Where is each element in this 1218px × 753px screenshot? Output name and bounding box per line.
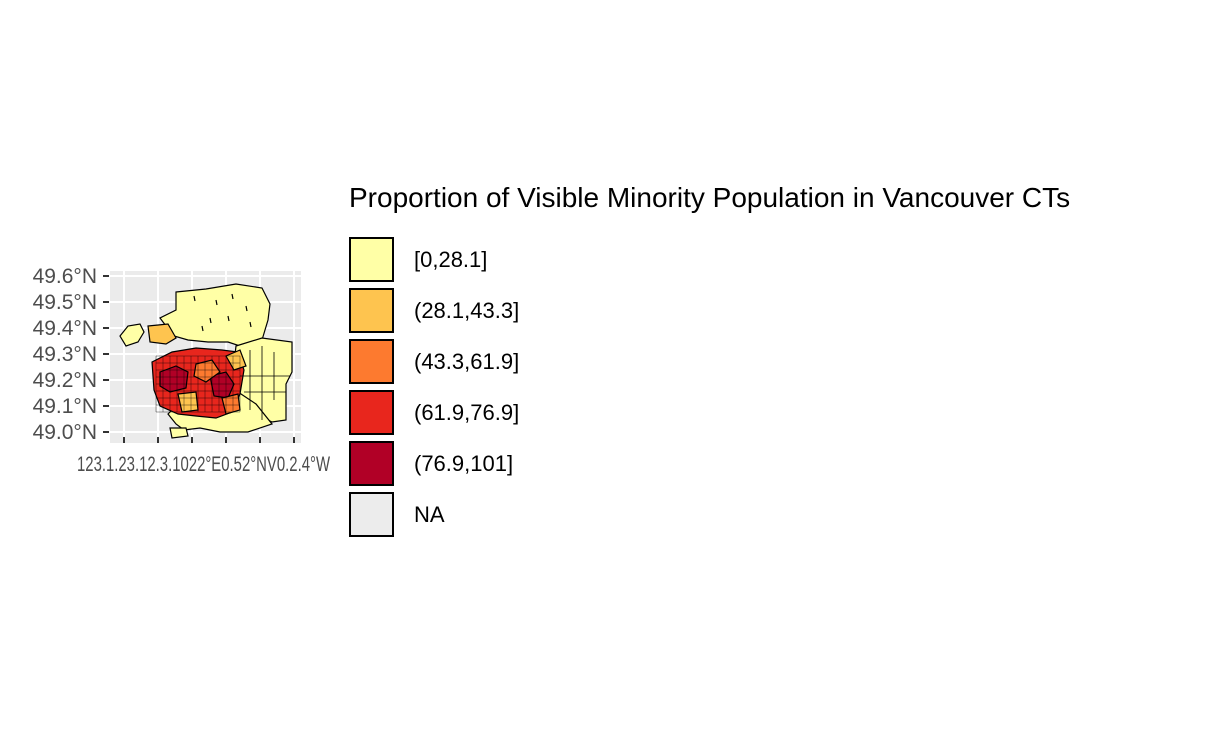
- census-tract-polygon: [169, 427, 189, 439]
- lake-mark: [193, 295, 196, 302]
- census-tract-polygon: [119, 323, 145, 347]
- legend-item: (43.3,61.9]: [349, 336, 1070, 387]
- lake-mark: [249, 321, 252, 328]
- legend-item: (28.1,43.3]: [349, 285, 1070, 336]
- x-axis-tick-labels: 123.1.23.12.3.1022°E0.52°NV0.2.4°W: [77, 453, 330, 476]
- lake-mark: [215, 299, 218, 306]
- legend-key-43-62: [349, 339, 394, 384]
- census-tract-polygon: [225, 349, 247, 371]
- lake-mark: [227, 315, 230, 322]
- y-axis-tick-label: 49.0°N: [33, 421, 97, 444]
- lake-mark: [209, 317, 212, 324]
- y-axis-tick-label: 49.2°N: [33, 369, 97, 392]
- y-axis-tick-label: 49.6°N: [33, 265, 97, 288]
- legend-item: [0,28.1]: [349, 234, 1070, 285]
- census-tract-polygon: [159, 283, 271, 349]
- legend-key-na: [349, 492, 394, 537]
- y-axis-tick-label: 49.1°N: [33, 395, 97, 418]
- y-axis: 49.6°N 49.5°N 49.4°N 49.3°N 49.2°N 49.1°N 49.0…: [33, 265, 109, 444]
- legend-label: (43.3,61.9]: [414, 348, 520, 374]
- legend-item: NA: [349, 489, 1070, 540]
- legend-label: NA: [414, 501, 445, 527]
- legend-key-0-28: [349, 237, 394, 282]
- legend: Proportion of Visible Minority Populatio…: [349, 178, 1070, 540]
- legend-label: (61.9,76.9]: [414, 399, 520, 425]
- legend-key-62-77: [349, 390, 394, 435]
- y-axis-tick-label: 49.4°N: [33, 317, 97, 340]
- census-tract-polygons: [119, 283, 293, 439]
- legend-title: Proportion of Visible Minority Populatio…: [349, 182, 1071, 213]
- y-axis-tick-label: 49.3°N: [33, 343, 97, 366]
- census-tract-polygon: [147, 323, 177, 345]
- legend-item: (76.9,101]: [349, 438, 1070, 489]
- legend-item: (61.9,76.9]: [349, 387, 1070, 438]
- census-tract-polygon: [159, 365, 189, 393]
- lake-mark: [231, 293, 234, 300]
- legend-label: (76.9,101]: [414, 450, 514, 476]
- legend-label: [0,28.1]: [414, 246, 488, 272]
- legend-label: (28.1,43.3]: [414, 297, 520, 323]
- lake-mark: [201, 325, 204, 332]
- census-tract-polygon: [221, 393, 241, 415]
- y-axis-tick-label: 49.5°N: [33, 291, 97, 314]
- legend-key-77-101: [349, 441, 394, 486]
- legend-key-28-43: [349, 288, 394, 333]
- x-axis: 123.1.23.12.3.1022°E0.52°NV0.2.4°W: [77, 437, 330, 476]
- census-tract-polygon: [177, 391, 199, 413]
- lake-mark: [245, 305, 248, 312]
